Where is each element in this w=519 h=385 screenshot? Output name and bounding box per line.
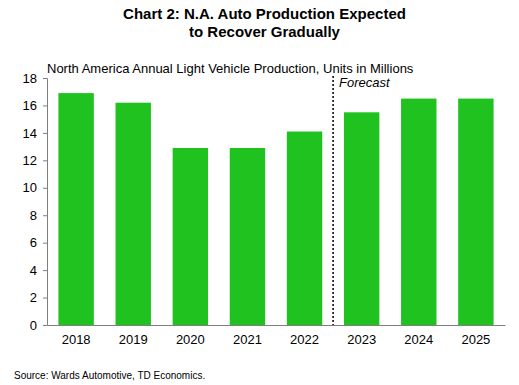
y-tick-label: 4 — [30, 263, 37, 278]
y-tick-mark — [43, 133, 47, 134]
y-tick-label: 0 — [30, 318, 37, 333]
y-tick-mark — [43, 298, 47, 299]
y-tick-mark — [43, 243, 47, 244]
x-tick-label: 2022 — [290, 332, 319, 347]
bar — [344, 112, 379, 325]
chart: Chart 2: N.A. Auto Production Expectedto… — [0, 0, 519, 385]
y-tick-label: 6 — [30, 235, 37, 250]
y-axis-line — [43, 79, 48, 326]
x-tick-label: 2023 — [347, 332, 376, 347]
x-tick: 2022 — [290, 325, 319, 347]
y-tick: 6 — [30, 235, 47, 250]
x-tick: 2024 — [404, 325, 433, 347]
y-tick-label: 2 — [30, 290, 37, 305]
y-tick: 10 — [23, 180, 47, 195]
x-tick: 2020 — [176, 325, 205, 347]
y-tick: 2 — [30, 290, 47, 305]
y-tick: 8 — [30, 208, 47, 223]
y-tick: 18 — [23, 71, 47, 86]
x-tick-label: 2024 — [404, 332, 433, 347]
bar — [458, 99, 493, 325]
bar — [230, 148, 265, 325]
y-tick-label: 16 — [23, 98, 37, 113]
y-axis: 0 2 4 6 8 10 12 14 16 18 — [23, 71, 48, 333]
bars — [58, 93, 493, 325]
y-tick: 4 — [30, 263, 47, 278]
x-tick-label: 2019 — [119, 332, 148, 347]
y-tick-mark — [43, 215, 47, 216]
bar — [401, 99, 436, 325]
y-tick-label: 18 — [23, 71, 37, 86]
y-tick-mark — [43, 270, 47, 271]
y-tick-label: 14 — [23, 126, 37, 141]
x-tick: 2023 — [347, 325, 376, 347]
bar — [287, 132, 322, 325]
forecast-divider — [332, 76, 334, 325]
y-tick: 0 — [30, 318, 47, 333]
y-tick-mark — [43, 160, 47, 161]
subtitle: North America Annual Light Vehicle Produ… — [47, 61, 414, 76]
y-tick-mark — [43, 325, 47, 326]
y-tick: 14 — [23, 126, 47, 141]
y-tick-label: 8 — [30, 208, 37, 223]
y-tick-label: 10 — [23, 180, 37, 195]
title: Chart 2: N.A. Auto Production Expectedto… — [123, 5, 406, 40]
y-tick: 16 — [23, 98, 47, 113]
x-axis: 2018 2019 2020 2021 2022 2023 2024 2025 — [48, 325, 506, 347]
source: Source: Wards Automotive, TD Economics. — [14, 370, 205, 381]
x-tick: 2025 — [461, 325, 490, 347]
bar — [173, 148, 208, 325]
annotation: Forecast — [339, 75, 391, 90]
y-tick-mark — [43, 188, 47, 189]
bar — [58, 93, 93, 325]
y-tick-label: 12 — [23, 153, 37, 168]
x-tick-label: 2018 — [62, 332, 91, 347]
x-tick-label: 2020 — [176, 332, 205, 347]
x-tick: 2021 — [233, 325, 262, 347]
x-tick: 2019 — [119, 325, 148, 347]
x-tick: 2018 — [62, 325, 91, 347]
x-tick-label: 2021 — [233, 332, 262, 347]
y-tick-mark — [43, 78, 47, 79]
y-tick: 12 — [23, 153, 47, 168]
x-tick-label: 2025 — [461, 332, 490, 347]
x-axis-line — [48, 325, 506, 326]
bar — [116, 103, 151, 325]
y-tick-mark — [43, 105, 47, 106]
